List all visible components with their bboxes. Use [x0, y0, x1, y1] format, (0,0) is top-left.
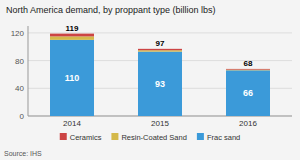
bar-segment — [138, 50, 182, 51]
x-tick-label: 2015 — [151, 119, 169, 128]
legend: Ceramics Resin-Coated Sand Frac sand — [60, 133, 241, 142]
legend-swatch — [197, 133, 204, 140]
data-label: 66 — [243, 88, 253, 98]
bar-segment — [226, 68, 270, 70]
legend-swatch — [60, 133, 67, 140]
total-label: 119 — [66, 24, 79, 33]
legend-item: Resin-Coated Sand — [111, 133, 186, 142]
legend-item: Frac sand — [197, 133, 240, 142]
bar-segment — [50, 36, 94, 39]
bar-segment — [226, 70, 270, 116]
data-label: 93 — [155, 79, 165, 89]
x-tick-label: 2014 — [63, 119, 81, 128]
legend-label: Ceramics — [70, 133, 102, 142]
y-tick-label: 40 — [15, 84, 24, 93]
y-tick-label: 80 — [15, 57, 24, 66]
total-label: 97 — [156, 39, 165, 48]
y-tick-label: 0 — [20, 112, 25, 121]
bar-segment — [50, 34, 94, 37]
legend-swatch — [111, 133, 118, 140]
x-tick-label: 2016 — [239, 119, 257, 128]
bar-segment — [50, 40, 94, 116]
total-label: 68 — [244, 59, 253, 68]
bar-segment — [138, 49, 182, 50]
source-note: Source: IHS — [4, 150, 42, 157]
bar-segment — [226, 69, 270, 71]
chart: North America demand, by proppant type (… — [0, 0, 300, 160]
bar-segment — [138, 52, 182, 116]
legend-label: Frac sand — [207, 133, 240, 142]
y-axis-line — [28, 26, 29, 116]
legend-item: Ceramics — [60, 133, 102, 142]
title: North America demand, by proppant type (… — [6, 5, 216, 15]
bars — [50, 34, 270, 116]
data-label: 110 — [65, 73, 80, 83]
legend-label: Resin-Coated Sand — [121, 133, 186, 142]
y-tick-label: 120 — [11, 29, 25, 38]
